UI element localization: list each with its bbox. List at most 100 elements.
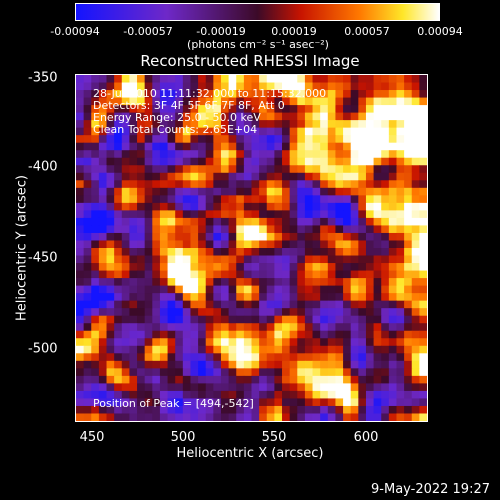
heatmap-cell bbox=[213, 383, 222, 392]
heatmap-cell bbox=[373, 127, 382, 136]
heatmap-cell bbox=[152, 187, 161, 196]
heatmap-cell bbox=[83, 368, 92, 377]
heatmap-cell bbox=[350, 248, 359, 257]
heatmap-cell bbox=[388, 375, 397, 384]
heatmap-cell bbox=[228, 255, 237, 264]
heatmap-cell bbox=[388, 120, 397, 129]
heatmap-cell bbox=[175, 338, 184, 347]
heatmap-cell bbox=[251, 398, 260, 407]
heatmap-cell bbox=[83, 255, 92, 264]
heatmap-cell bbox=[236, 413, 245, 421]
heatmap-cell bbox=[152, 263, 161, 272]
heatmap-cell bbox=[236, 120, 245, 129]
heatmap-cell bbox=[152, 338, 161, 347]
heatmap-cell bbox=[404, 195, 413, 204]
heatmap-cell bbox=[304, 105, 314, 114]
heatmap-cell bbox=[396, 270, 405, 279]
heatmap-cell bbox=[358, 368, 367, 377]
heatmap-cell bbox=[236, 195, 245, 204]
heatmap-cell bbox=[182, 405, 191, 414]
heatmap-cell bbox=[159, 120, 169, 129]
heatmap-cell bbox=[312, 82, 321, 91]
heatmap-cell bbox=[137, 225, 146, 234]
heatmap-cell bbox=[167, 187, 176, 196]
heatmap-cell bbox=[251, 82, 260, 91]
heatmap-cell bbox=[190, 172, 199, 181]
heatmap-cell bbox=[373, 157, 382, 166]
heatmap-cell bbox=[396, 210, 405, 219]
heatmap-cell bbox=[198, 112, 207, 121]
heatmap-cell bbox=[304, 217, 314, 226]
heatmap-cell bbox=[297, 323, 306, 332]
heatmap-cell bbox=[335, 135, 344, 144]
heatmap-cell bbox=[350, 353, 359, 362]
heatmap-cell bbox=[381, 217, 390, 226]
heatmap-cell bbox=[159, 90, 169, 99]
heatmap-cell bbox=[304, 240, 314, 249]
heatmap-cell bbox=[236, 248, 245, 257]
heatmap-cell bbox=[411, 368, 420, 377]
heatmap-cell bbox=[91, 135, 100, 144]
heatmap-cell bbox=[137, 217, 146, 226]
heatmap-cell bbox=[236, 135, 245, 144]
heatmap-cell bbox=[320, 345, 329, 354]
heatmap-cell bbox=[175, 120, 184, 129]
heatmap-cell bbox=[182, 255, 191, 264]
heatmap-cell bbox=[175, 97, 184, 106]
heatmap-cell bbox=[98, 232, 108, 241]
heatmap-cell bbox=[228, 338, 237, 347]
heatmap-cell bbox=[335, 338, 344, 347]
heatmap-cell bbox=[83, 330, 92, 339]
heatmap-cell bbox=[144, 172, 153, 181]
heatmap-cell bbox=[259, 240, 268, 249]
heatmap-cell bbox=[274, 338, 283, 347]
heatmap-cell bbox=[327, 360, 336, 369]
heatmap-cell bbox=[266, 330, 275, 339]
heatmap-cell bbox=[144, 90, 153, 99]
heatmap-cell bbox=[419, 323, 427, 332]
heatmap-cell bbox=[243, 323, 252, 332]
heatmap-cell bbox=[205, 263, 214, 272]
heatmap-cell bbox=[137, 202, 146, 211]
heatmap-cell bbox=[236, 383, 245, 392]
heatmap-cell bbox=[358, 405, 367, 414]
heatmap-cell bbox=[297, 330, 306, 339]
heatmap-cell bbox=[190, 232, 199, 241]
heatmap-cell bbox=[327, 338, 336, 347]
heatmap-cell bbox=[137, 180, 146, 189]
heatmap-cell bbox=[106, 180, 115, 189]
heatmap-cell bbox=[76, 202, 85, 211]
heatmap-cell bbox=[343, 383, 352, 392]
heatmap-cell bbox=[350, 210, 359, 219]
heatmap-cell bbox=[91, 270, 100, 279]
heatmap-cell bbox=[358, 315, 367, 324]
heatmap-cell bbox=[335, 142, 344, 151]
heatmap-cell bbox=[304, 270, 314, 279]
heatmap-cell bbox=[320, 375, 329, 384]
heatmap-cell bbox=[327, 413, 336, 421]
heatmap-cell bbox=[411, 217, 420, 226]
heatmap-cell bbox=[312, 217, 321, 226]
heatmap-cell bbox=[114, 405, 123, 414]
heatmap-cell bbox=[350, 240, 359, 249]
heatmap-cell bbox=[144, 270, 153, 279]
heatmap-cell bbox=[182, 383, 191, 392]
heatmap-cell bbox=[98, 225, 108, 234]
heatmap-cell bbox=[205, 75, 214, 84]
heatmap-cell bbox=[220, 248, 230, 257]
heatmap-cell bbox=[213, 75, 222, 84]
heatmap-cell bbox=[373, 97, 382, 106]
heatmap-cell bbox=[220, 180, 230, 189]
heatmap-cell bbox=[190, 383, 199, 392]
heatmap-cell bbox=[274, 90, 283, 99]
heatmap-cell bbox=[98, 278, 108, 287]
heatmap-cell bbox=[98, 217, 108, 226]
heatmap-cell bbox=[213, 127, 222, 136]
heatmap-cell bbox=[121, 187, 130, 196]
heatmap-cell bbox=[236, 278, 245, 287]
heatmap-cell bbox=[205, 338, 214, 347]
heatmap-cell bbox=[282, 127, 291, 136]
heatmap-cell bbox=[76, 187, 85, 196]
heatmap-cell bbox=[343, 142, 352, 151]
heatmap-cell bbox=[182, 127, 191, 136]
